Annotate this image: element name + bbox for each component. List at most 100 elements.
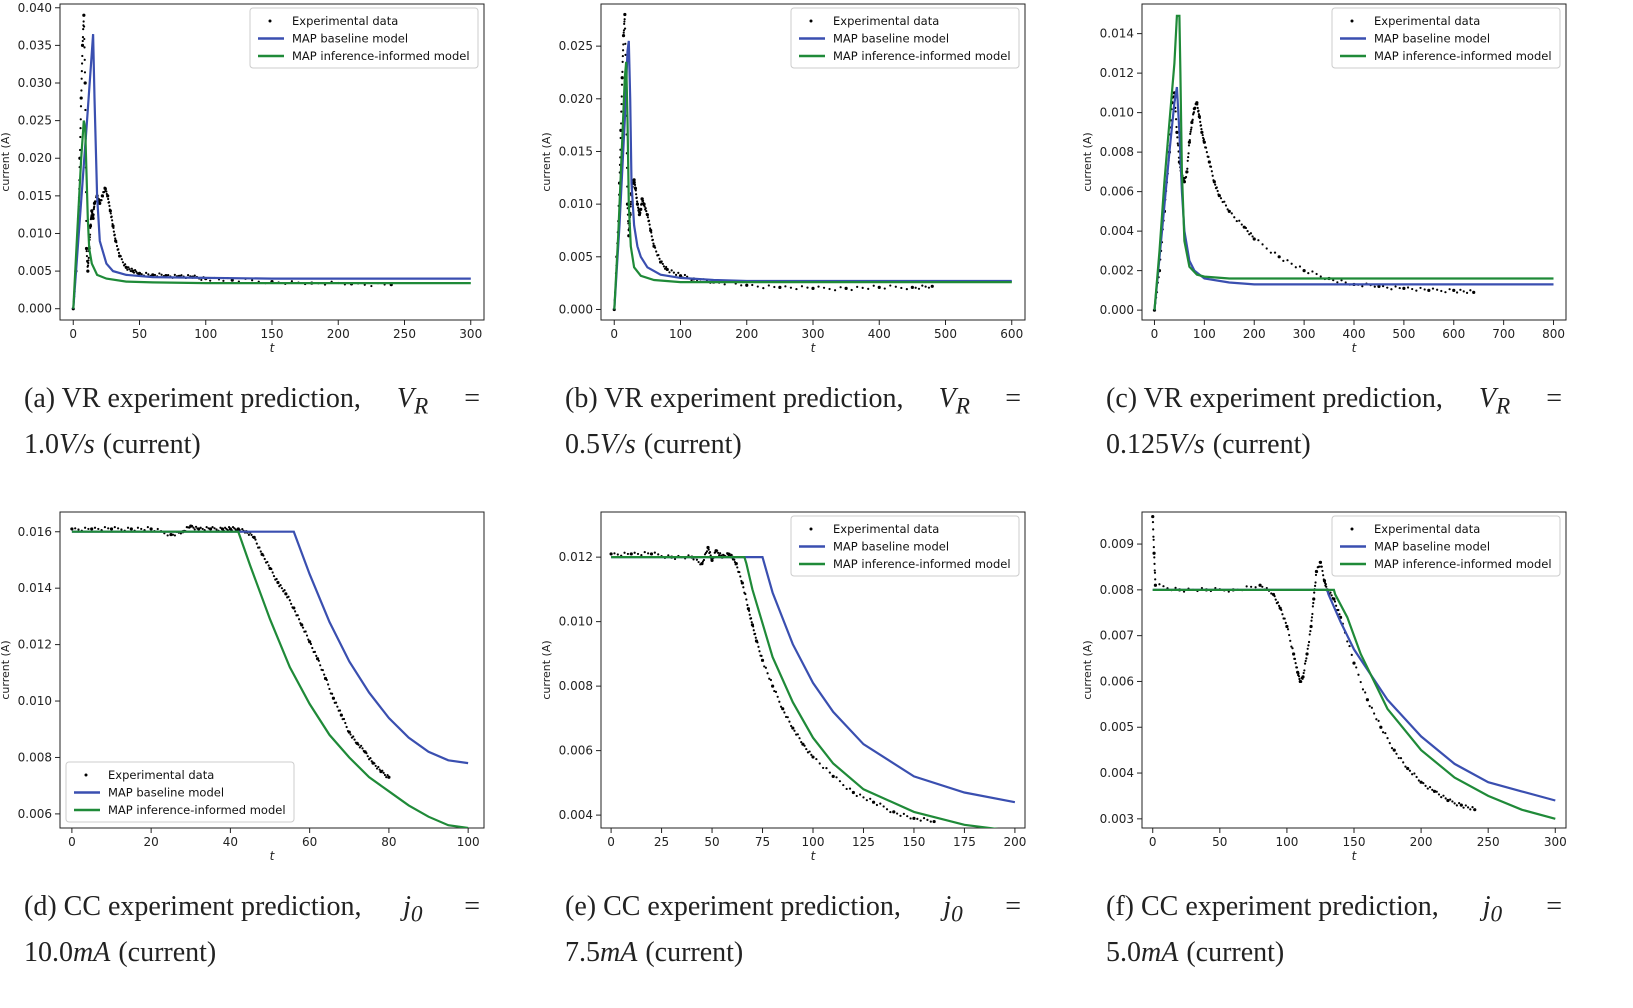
y-tick-label: 0.010 bbox=[559, 615, 593, 629]
plot-area bbox=[71, 13, 471, 311]
data-point bbox=[715, 549, 719, 552]
data-point bbox=[126, 268, 129, 271]
data-point bbox=[83, 58, 86, 61]
x-tick-label: 150 bbox=[1343, 835, 1366, 849]
data-point bbox=[1314, 581, 1317, 584]
data-point bbox=[1309, 629, 1312, 633]
data-point bbox=[1285, 624, 1289, 629]
data-point bbox=[120, 258, 123, 261]
data-point bbox=[914, 286, 917, 289]
data-point bbox=[748, 613, 751, 616]
data-point bbox=[336, 705, 339, 708]
informed-model-line bbox=[1152, 588, 1556, 820]
data-point bbox=[1291, 647, 1294, 650]
data-point bbox=[1377, 284, 1381, 289]
data-point bbox=[179, 532, 182, 535]
data-point bbox=[859, 793, 862, 796]
data-point bbox=[643, 205, 646, 208]
data-point bbox=[781, 707, 785, 711]
data-point bbox=[855, 794, 858, 798]
data-point bbox=[1175, 125, 1178, 129]
data-point bbox=[623, 20, 626, 23]
data-point bbox=[879, 802, 882, 805]
data-point bbox=[1166, 587, 1169, 590]
caption-head: (e) CC experiment prediction, bbox=[565, 891, 901, 922]
data-point bbox=[1315, 272, 1318, 276]
data-point bbox=[1321, 569, 1324, 573]
data-point bbox=[382, 771, 385, 774]
data-point bbox=[1406, 286, 1410, 289]
data-point bbox=[665, 265, 668, 269]
data-point bbox=[1300, 680, 1303, 683]
data-point bbox=[1413, 772, 1416, 775]
data-point bbox=[623, 12, 627, 17]
y-tick-label: 0.014 bbox=[18, 581, 52, 595]
data-point bbox=[259, 550, 262, 553]
data-point bbox=[1322, 574, 1325, 577]
data-point bbox=[106, 194, 110, 198]
data-point bbox=[128, 268, 131, 271]
data-point bbox=[327, 683, 330, 686]
data-point bbox=[1313, 591, 1316, 594]
data-point bbox=[1273, 251, 1277, 254]
data-point bbox=[140, 273, 143, 276]
data-point bbox=[644, 207, 647, 210]
data-point bbox=[158, 272, 161, 275]
data-point bbox=[1221, 200, 1224, 204]
data-point bbox=[1212, 180, 1216, 184]
data-point bbox=[626, 552, 630, 556]
y-tick-label: 0.009 bbox=[1100, 537, 1134, 551]
data-point bbox=[1257, 239, 1260, 242]
data-point bbox=[1246, 230, 1249, 233]
data-point bbox=[1311, 270, 1314, 273]
data-point bbox=[1277, 604, 1281, 607]
data-point bbox=[193, 528, 196, 531]
data-point bbox=[1310, 616, 1314, 619]
data-point bbox=[120, 528, 123, 531]
data-point bbox=[1202, 140, 1206, 144]
data-point bbox=[778, 700, 781, 703]
y-tick-label: 0.010 bbox=[18, 694, 52, 708]
data-point bbox=[1381, 285, 1385, 288]
legend: Experimental data MAP baseline model MAP i… bbox=[790, 515, 1020, 577]
caption-unit: mA bbox=[600, 936, 638, 968]
data-point bbox=[83, 71, 87, 74]
data-point bbox=[130, 267, 133, 270]
data-point bbox=[80, 62, 84, 65]
caption-value: 10.0 bbox=[24, 936, 73, 968]
data-point bbox=[899, 814, 902, 817]
data-point bbox=[1368, 705, 1371, 708]
data-point bbox=[173, 273, 176, 277]
data-point bbox=[912, 816, 916, 820]
data-point bbox=[650, 235, 653, 238]
data-point bbox=[230, 278, 234, 282]
data-point bbox=[1357, 673, 1360, 676]
data-point bbox=[889, 810, 892, 814]
data-point bbox=[768, 677, 771, 680]
data-point bbox=[151, 273, 155, 277]
data-point bbox=[87, 256, 90, 259]
data-point bbox=[1280, 608, 1283, 612]
data-point bbox=[932, 819, 936, 824]
legend-label: MAP baseline model bbox=[833, 540, 949, 554]
y-tick-label: 0.040 bbox=[18, 1, 52, 15]
data-point bbox=[126, 526, 130, 529]
plot-area bbox=[612, 12, 1012, 312]
data-point bbox=[83, 46, 86, 49]
data-point bbox=[1151, 520, 1155, 524]
data-point bbox=[746, 607, 750, 611]
data-point bbox=[723, 283, 726, 286]
data-point bbox=[205, 526, 208, 529]
data-point bbox=[1281, 613, 1284, 616]
data-point bbox=[1189, 128, 1193, 131]
data-point bbox=[92, 213, 95, 216]
data-point bbox=[373, 762, 376, 765]
chart-svg-c: 0 100 200 300 400 500 600 700 800 0.000 0.002 0.004… bbox=[1082, 3, 1567, 355]
data-point bbox=[1395, 752, 1398, 755]
data-point bbox=[1205, 151, 1208, 154]
data-point bbox=[1216, 189, 1219, 193]
data-point bbox=[90, 209, 94, 213]
caption-subscript: 0 bbox=[1490, 901, 1503, 928]
data-point bbox=[1324, 582, 1327, 586]
data-point bbox=[1311, 612, 1314, 616]
